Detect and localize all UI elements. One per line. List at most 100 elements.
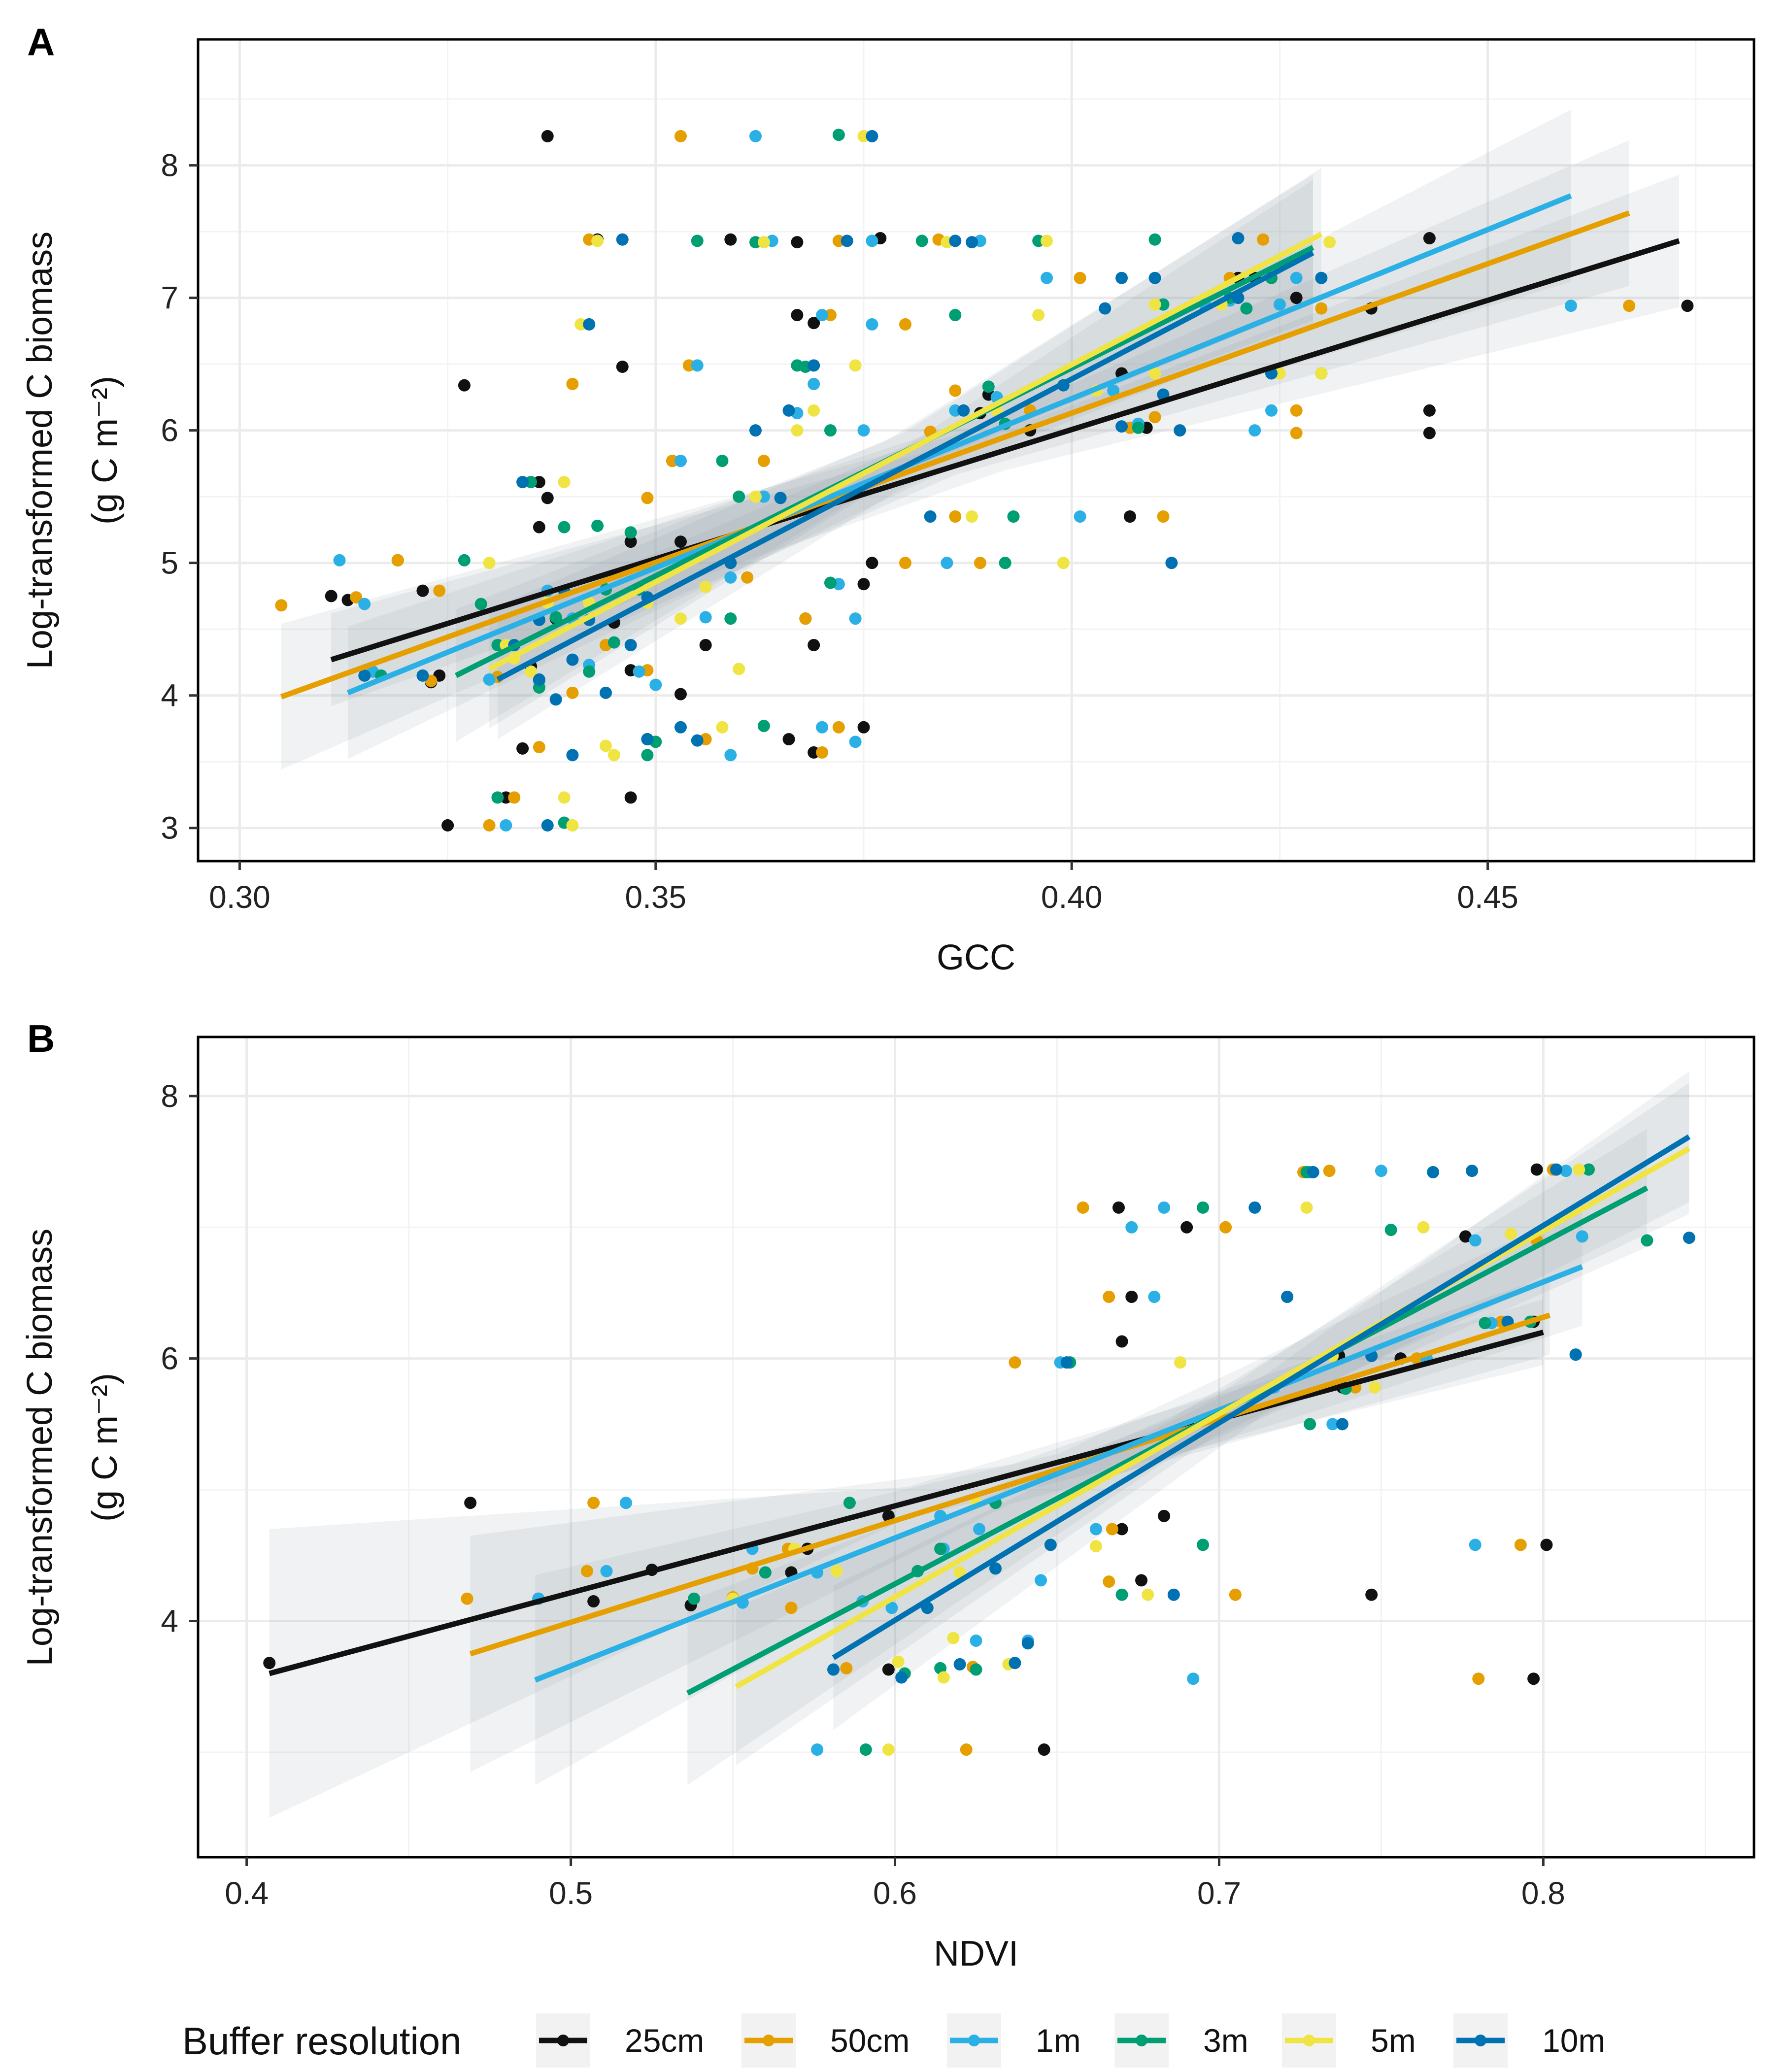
point-10m — [1281, 1290, 1294, 1303]
point-5m — [892, 1655, 905, 1668]
point-50cm — [1315, 302, 1328, 315]
x-tick-label: 0.4 — [225, 1875, 269, 1911]
panel-a-label: A — [27, 20, 55, 64]
point-25cm — [857, 721, 870, 734]
point-1m — [811, 1743, 824, 1756]
point-5m — [1368, 1381, 1381, 1394]
panel-b-x-axis-label: NDVI — [934, 1934, 1018, 1973]
point-5m — [1300, 1201, 1313, 1214]
point-5m — [830, 1565, 843, 1577]
point-1m — [808, 377, 820, 390]
point-25cm — [1158, 1509, 1171, 1522]
point-10m — [1569, 1348, 1582, 1361]
panel-a-points — [275, 129, 1694, 832]
confidence-band-1m — [535, 1207, 1583, 1785]
point-10m — [949, 234, 962, 247]
point-1m — [1148, 1290, 1161, 1303]
y-tick-label: 7 — [161, 280, 178, 316]
point-10m — [566, 749, 579, 762]
point-50cm — [1148, 411, 1161, 424]
point-3m — [607, 636, 620, 649]
y-tick-label: 6 — [161, 1341, 178, 1376]
point-25cm — [791, 309, 804, 322]
point-10m — [624, 638, 637, 651]
fit-line-1m — [534, 1264, 1584, 1683]
point-1m — [970, 1634, 982, 1647]
point-10m — [1115, 271, 1128, 284]
point-1m — [749, 130, 762, 142]
panel-b-points — [263, 1163, 1695, 1756]
point-50cm — [433, 584, 446, 597]
point-50cm — [350, 591, 363, 604]
point-25cm — [441, 819, 454, 832]
legend-key-dot-1m — [968, 2035, 980, 2046]
fit-line-25cm — [330, 238, 1680, 663]
point-3m — [549, 611, 562, 624]
point-25cm — [1290, 292, 1303, 304]
panel-a-grid — [198, 39, 1754, 861]
point-25cm — [1115, 1335, 1128, 1348]
point-5m — [1505, 1228, 1517, 1240]
point-5m — [1417, 1221, 1430, 1234]
point-50cm — [974, 557, 986, 569]
point-3m — [724, 612, 737, 625]
panel-b-plot-area — [198, 1037, 1754, 1857]
point-3m — [558, 521, 571, 534]
point-25cm — [1135, 1574, 1148, 1587]
point-1m — [973, 1523, 986, 1536]
x-tick-label: 0.7 — [1197, 1875, 1241, 1911]
point-50cm — [1290, 404, 1303, 417]
point-50cm — [840, 1662, 853, 1674]
point-5m — [808, 404, 820, 417]
point-1m — [691, 359, 704, 372]
point-10m — [1248, 1201, 1261, 1214]
y-tick-label: 8 — [161, 1078, 178, 1114]
point-10m — [1148, 271, 1161, 284]
point-5m — [1573, 1163, 1585, 1176]
point-25cm — [882, 1663, 895, 1676]
y-tick-label: 5 — [161, 545, 178, 581]
legend-label-10m: 10m — [1542, 2022, 1605, 2059]
point-10m — [1115, 420, 1128, 433]
point-5m — [483, 557, 496, 569]
point-25cm — [1530, 1163, 1543, 1176]
point-1m — [866, 318, 878, 331]
point-3m — [1479, 1317, 1491, 1330]
point-50cm — [275, 599, 288, 612]
point-25cm — [866, 557, 878, 569]
point-5m — [591, 234, 604, 247]
point-5m — [566, 819, 579, 832]
point-50cm — [566, 377, 579, 390]
point-1m — [1469, 1234, 1482, 1247]
x-tick-label: 0.5 — [549, 1875, 593, 1911]
point-1m — [500, 819, 512, 832]
point-25cm — [1112, 1201, 1125, 1214]
point-10m — [989, 1562, 1002, 1575]
point-3m — [1148, 233, 1161, 246]
point-3m — [1007, 510, 1020, 523]
point-3m — [458, 554, 471, 567]
point-5m — [1032, 309, 1045, 322]
point-25cm — [1180, 1221, 1193, 1234]
point-3m — [1304, 1418, 1316, 1431]
x-tick-label: 0.8 — [1521, 1875, 1565, 1911]
fit-line-5m — [488, 232, 1323, 671]
point-3m — [1582, 1163, 1595, 1176]
legend-label-25cm: 25cm — [625, 2022, 704, 2059]
point-1m — [816, 309, 829, 322]
legend-label-5m: 5m — [1371, 2022, 1416, 2059]
point-3m — [915, 234, 928, 247]
point-10m — [808, 359, 820, 372]
fit-line-50cm — [470, 1312, 1551, 1657]
panel-b-fit-lines — [269, 1134, 1691, 1696]
point-1m — [333, 554, 346, 567]
point-3m — [999, 557, 1011, 569]
point-25cm — [782, 733, 795, 745]
point-10m — [533, 673, 545, 686]
point-3m — [1115, 1588, 1128, 1601]
legend-title: Buffer resolution — [182, 2019, 462, 2063]
point-5m — [1315, 367, 1328, 380]
point-1m — [1074, 510, 1086, 523]
point-50cm — [508, 791, 521, 804]
point-10m — [895, 1671, 908, 1684]
